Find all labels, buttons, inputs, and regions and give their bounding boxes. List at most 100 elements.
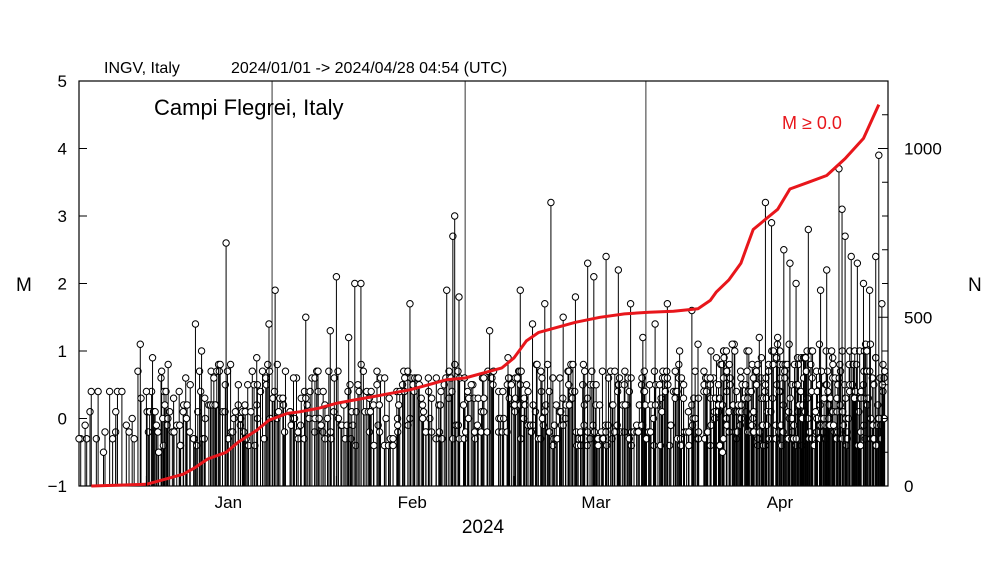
event-marker <box>614 266 623 274</box>
event-marker <box>559 313 567 321</box>
event-marker <box>455 293 463 301</box>
event-marker <box>662 367 671 375</box>
event-marker <box>700 367 708 375</box>
event-marker <box>280 428 289 436</box>
event-marker <box>785 340 793 348</box>
event-marker <box>638 374 646 382</box>
event-marker <box>504 374 513 382</box>
event-marker <box>211 401 219 409</box>
event-marker <box>517 367 525 375</box>
event-marker <box>445 367 453 375</box>
event-marker <box>367 387 375 396</box>
event-marker <box>179 408 187 416</box>
event-marker <box>728 340 736 348</box>
event-marker <box>436 401 445 409</box>
event-marker <box>736 367 745 375</box>
event-marker <box>302 313 310 321</box>
event-marker <box>650 441 658 450</box>
event-marker <box>450 212 459 220</box>
event-marker <box>370 441 378 450</box>
y-right-tick-label: 1000 <box>904 140 942 159</box>
event-marker <box>197 387 205 396</box>
event-marker <box>737 374 745 382</box>
event-marker <box>419 408 428 416</box>
event-marker <box>264 360 272 369</box>
event-marker <box>836 360 844 369</box>
event-marker <box>872 252 880 261</box>
event-marker <box>459 401 468 409</box>
event-marker <box>271 286 279 294</box>
event-marker <box>645 381 654 389</box>
event-marker <box>663 300 672 308</box>
event-marker <box>537 367 545 375</box>
event-marker <box>99 448 108 456</box>
event-marker <box>773 333 782 342</box>
event-marker <box>627 374 635 382</box>
event-marker <box>590 273 598 281</box>
event-marker <box>737 401 746 409</box>
event-marker <box>154 448 163 456</box>
event-marker <box>234 381 243 389</box>
event-marker <box>105 387 114 396</box>
cumulative-count-layer <box>91 103 881 488</box>
event-marker <box>719 435 728 443</box>
event-marker <box>702 387 711 396</box>
event-marker <box>499 414 508 423</box>
event-marker <box>626 300 635 308</box>
event-marker <box>81 421 89 429</box>
y-right-tick-label: 0 <box>904 477 913 496</box>
event-marker <box>157 367 166 375</box>
event-marker <box>389 441 397 450</box>
event-marker <box>829 360 837 369</box>
event-marker <box>273 360 281 369</box>
event-marker <box>594 441 602 450</box>
event-marker <box>694 428 703 436</box>
event-marker <box>533 360 541 369</box>
event-marker <box>547 198 555 207</box>
event-marker <box>880 367 889 375</box>
event-marker <box>752 367 761 375</box>
event-marker <box>706 374 714 382</box>
event-marker <box>375 401 384 409</box>
event-marker <box>707 347 715 355</box>
event-marker <box>745 347 753 355</box>
event-marker <box>210 374 218 382</box>
event-marker <box>382 414 390 423</box>
event-marker <box>651 320 659 328</box>
event-marker <box>244 381 252 389</box>
event-marker <box>226 360 235 369</box>
event-marker <box>784 408 793 416</box>
event-marker <box>373 367 381 375</box>
y-left-label: M <box>16 275 32 296</box>
event-marker <box>406 300 414 308</box>
event-marker <box>317 421 325 429</box>
event-marker <box>473 421 482 429</box>
event-marker <box>164 360 172 369</box>
event-marker <box>253 354 261 362</box>
event-marker <box>169 394 178 402</box>
event-marker <box>176 441 185 450</box>
event-marker <box>253 381 262 389</box>
y-left-tick-label: 5 <box>58 72 67 91</box>
event-marker <box>754 360 762 369</box>
event-marker <box>859 279 868 288</box>
event-marker <box>556 374 564 382</box>
y-left-tick-label: 0 <box>58 410 67 429</box>
event-marker <box>541 300 549 308</box>
event-marker <box>879 360 887 369</box>
event-marker <box>373 381 381 389</box>
event-marker <box>303 401 311 409</box>
event-marker <box>579 360 588 369</box>
event-marker <box>650 367 659 375</box>
x-month-label: Mar <box>581 493 611 512</box>
event-marker <box>731 347 739 355</box>
event-marker <box>230 414 238 423</box>
event-stems <box>75 151 889 486</box>
event-marker <box>811 408 820 416</box>
event-marker <box>747 387 755 396</box>
event-marker <box>366 408 375 416</box>
event-marker <box>319 387 327 396</box>
event-marker <box>655 381 664 389</box>
event-marker <box>786 259 794 267</box>
